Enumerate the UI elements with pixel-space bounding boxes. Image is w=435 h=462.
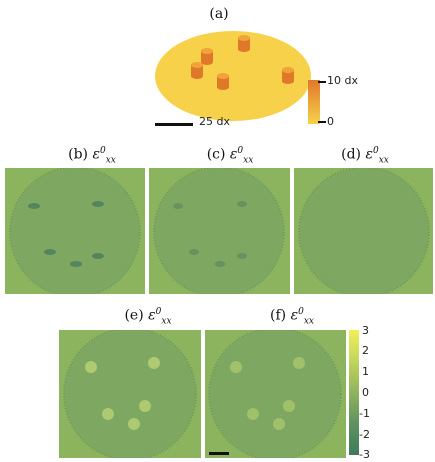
inclusion-dark: [92, 201, 104, 207]
inclusion-bright: [85, 361, 97, 373]
inclusion-bright: [102, 408, 114, 420]
scale-bar: [155, 123, 193, 126]
inclusion-bright: [128, 418, 140, 430]
inclusion-faint: [173, 203, 183, 209]
panel-b-label: (b) ε0xx: [68, 146, 116, 166]
height-colorbar-top-tick: [318, 81, 326, 83]
panel-e-label: (e) ε0xx: [124, 307, 172, 327]
height-colorbar: [308, 80, 320, 124]
cylinder-5: [282, 67, 294, 84]
inclusion-faint: [215, 261, 225, 267]
scale-bar-label: 25 dx: [199, 115, 230, 128]
inclusion-faint: [189, 249, 199, 255]
sample-ellipse: [155, 31, 311, 121]
inclusion-dark: [70, 261, 82, 267]
strain-map-b: [5, 168, 145, 294]
panel-d-label: (d) ε0xx: [341, 146, 389, 166]
inclusion-bright: [293, 357, 305, 369]
colorbar-tick-label: 2: [362, 344, 369, 357]
strain-disk: [209, 330, 341, 458]
inclusion-dark: [92, 253, 104, 259]
colorbar-tick-label: 0: [362, 386, 369, 399]
inclusion-faint: [237, 201, 247, 207]
colorbar-tick-label: -2: [359, 428, 370, 441]
inclusion-dark: [44, 249, 56, 255]
strain-disk: [10, 168, 140, 294]
inclusion-bright: [230, 361, 242, 373]
scale-bar-f: [209, 452, 229, 455]
colorbar-tick-label: 3: [362, 324, 369, 337]
strain-disk: [154, 168, 284, 294]
strain-disk: [299, 168, 429, 294]
strain-map-e: [59, 330, 201, 458]
inclusion-bright: [247, 408, 259, 420]
inclusion-dark: [28, 203, 40, 209]
strain-map-d: [294, 168, 433, 294]
colorbar-tick-label: -3: [359, 448, 370, 461]
panel-f-label: (f) ε0xx: [270, 307, 314, 327]
cylinder-4: [217, 73, 229, 90]
height-colorbar-bottom-label: 0: [327, 115, 334, 128]
inclusion-faint: [237, 253, 247, 259]
cylinder-2: [238, 35, 250, 52]
panel-a-illustration: [155, 31, 311, 121]
strain-map-c: [149, 168, 290, 294]
height-colorbar-top-label: 10 dx: [327, 74, 358, 87]
cylinder-3: [191, 62, 203, 79]
colorbar-tick-label: 1: [362, 365, 369, 378]
panel-a-label: (a): [209, 6, 229, 22]
strain-disk: [64, 330, 196, 458]
inclusion-bright: [148, 357, 160, 369]
height-colorbar-bottom-tick: [318, 121, 326, 123]
cylinder-1: [201, 48, 213, 65]
inclusion-bright: [139, 400, 151, 412]
strain-map-f: [205, 330, 346, 458]
inclusion-bright: [283, 400, 295, 412]
panel-c-label: (c) ε0xx: [206, 146, 254, 166]
strain-colorbar: [349, 330, 359, 455]
inclusion-bright: [273, 418, 285, 430]
colorbar-tick-label: -1: [359, 407, 370, 420]
